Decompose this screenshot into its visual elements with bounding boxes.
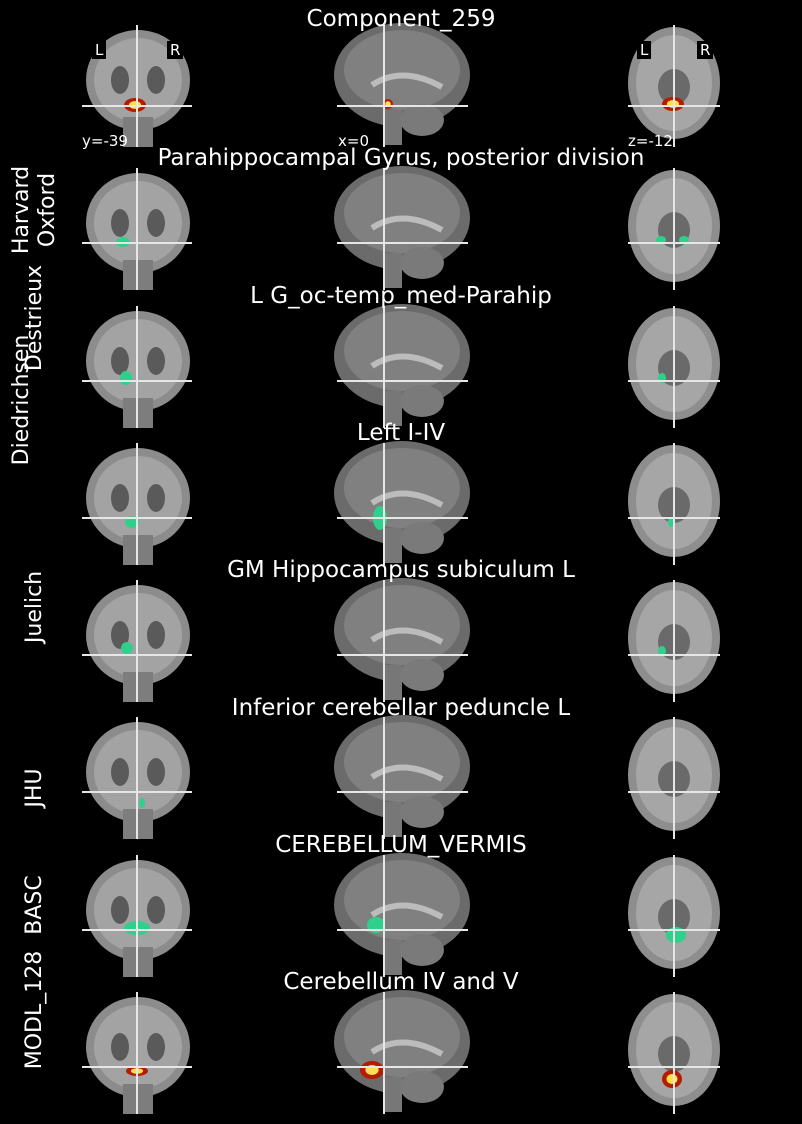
sagittal-coordinate: x=0 bbox=[338, 132, 369, 150]
orientation-left-label: L bbox=[92, 41, 107, 59]
orientation-right-label-axial: R bbox=[697, 41, 714, 59]
atlas-name-label: JHU bbox=[22, 768, 47, 808]
figure-title: Component_259 bbox=[306, 6, 496, 32]
atlas-name-label: Diedrichsen bbox=[9, 334, 34, 466]
orientation-right-label: R bbox=[167, 41, 184, 59]
atlas-region-title: GM Hippocampus subiculum L bbox=[227, 557, 575, 583]
atlas-region-title: L G_oc-temp_med-Parahip bbox=[250, 283, 552, 309]
coronal-coordinate: y=-39 bbox=[82, 132, 128, 150]
atlas-name-label: Juelich bbox=[22, 570, 47, 644]
orientation-left-label-axial: L bbox=[637, 41, 652, 59]
atlas-name-label: BASC bbox=[22, 875, 47, 935]
atlas-region-title: Cerebellum IV and V bbox=[283, 969, 519, 995]
atlas-name-label: Harvard Oxford bbox=[9, 165, 60, 255]
atlas-region-title: Inferior cerebellar peduncle L bbox=[231, 695, 571, 721]
atlas-region-title: Left I-IV bbox=[356, 420, 446, 446]
atlas-region-title: CEREBELLUM_VERMIS bbox=[275, 832, 527, 858]
atlas-region-title: Parahippocampal Gyrus, posterior divisio… bbox=[157, 145, 645, 171]
atlas-name-label: MODL_128 bbox=[22, 950, 47, 1070]
axial-coordinate: z=-12 bbox=[628, 132, 673, 150]
